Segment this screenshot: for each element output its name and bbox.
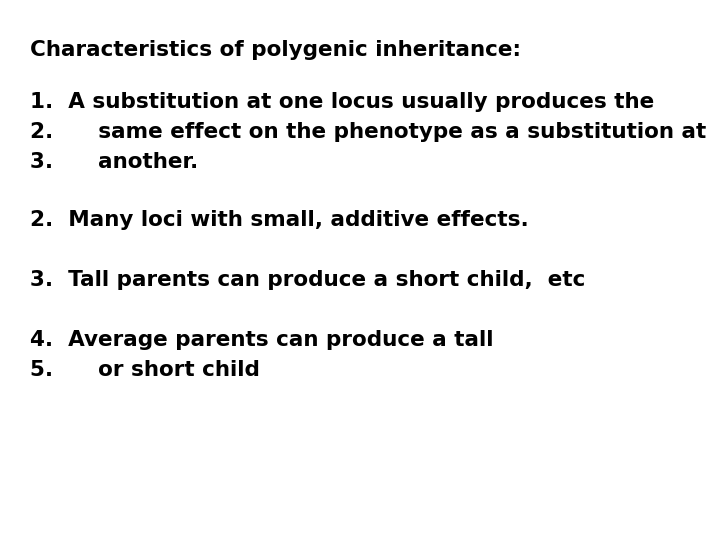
- Text: 2.      same effect on the phenotype as a substitution at: 2. same effect on the phenotype as a sub…: [30, 122, 706, 142]
- Text: 1.  A substitution at one locus usually produces the: 1. A substitution at one locus usually p…: [30, 92, 654, 112]
- Text: Characteristics of polygenic inheritance:: Characteristics of polygenic inheritance…: [30, 40, 521, 60]
- Text: 3.      another.: 3. another.: [30, 152, 198, 172]
- Text: 2.  Many loci with small, additive effects.: 2. Many loci with small, additive effect…: [30, 210, 528, 230]
- Text: 3.  Tall parents can produce a short child,  etc: 3. Tall parents can produce a short chil…: [30, 270, 585, 290]
- Text: 4.  Average parents can produce a tall: 4. Average parents can produce a tall: [30, 330, 493, 350]
- Text: 5.      or short child: 5. or short child: [30, 360, 260, 380]
